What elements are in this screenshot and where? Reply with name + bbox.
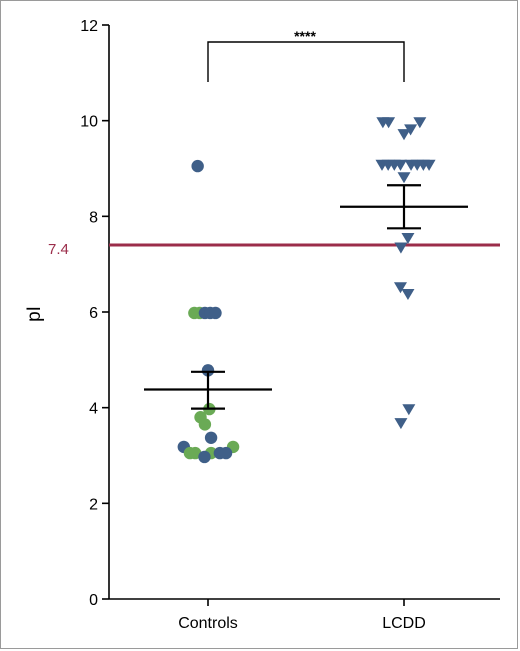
- data-point: [393, 159, 407, 171]
- data-point: [402, 404, 416, 416]
- data-point: [191, 159, 204, 173]
- data-point: [219, 446, 233, 460]
- y-tick-label: 4: [89, 401, 98, 418]
- data-point: [198, 450, 211, 464]
- y-axis-label: pI: [24, 306, 45, 322]
- y-tick-label: 10: [80, 114, 98, 131]
- data-point: [201, 364, 215, 377]
- data-point: [422, 159, 436, 171]
- data-point: [401, 232, 415, 245]
- data-point: [401, 288, 415, 300]
- data-point: [198, 418, 212, 431]
- significance-bracket: [207, 41, 405, 82]
- x-tick-label: Controls: [178, 615, 238, 632]
- y-tick-label: 6: [89, 305, 98, 322]
- y-tick-label: 8: [89, 209, 98, 226]
- data-point: [397, 129, 411, 141]
- points-group: [177, 117, 436, 464]
- y-tick-label: 12: [80, 18, 98, 35]
- data-point: [394, 418, 408, 430]
- data-point: [394, 242, 408, 254]
- y-tick-label: 0: [89, 592, 98, 609]
- data-point: [209, 306, 222, 320]
- significance-label: ****: [294, 28, 316, 44]
- data-point: [397, 172, 411, 184]
- x-tick-label: LCDD: [382, 615, 426, 632]
- axes-group: 0 2 4 6 8 10 12 Controls LCDD: [80, 18, 500, 632]
- data-point: [404, 124, 418, 136]
- data-point: [204, 431, 218, 445]
- y-tick-label: 2: [89, 496, 98, 513]
- data-point: [413, 117, 427, 129]
- data-point: [393, 282, 407, 294]
- stats-group: [144, 41, 468, 410]
- data-point: [382, 117, 396, 129]
- reference-line-label: 7.4: [48, 241, 69, 258]
